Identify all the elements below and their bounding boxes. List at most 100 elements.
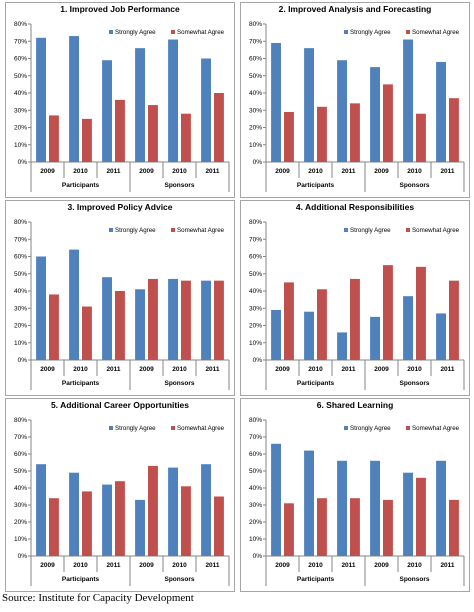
x-tick-label: 2009	[40, 366, 55, 373]
bar-somewhat-agree	[214, 496, 224, 556]
x-tick-label: 2009	[275, 562, 290, 569]
bar-strongly-agree	[304, 48, 314, 162]
bar-somewhat-agree	[284, 111, 294, 162]
y-tick-label: 10%	[14, 536, 27, 543]
legend-swatch	[344, 30, 348, 34]
y-tick-label: 20%	[249, 519, 262, 526]
bar-strongly-agree	[337, 60, 347, 162]
y-tick-label: 20%	[14, 519, 27, 526]
x-tick-label: 2009	[374, 562, 389, 569]
x-tick-label: 2009	[40, 562, 55, 569]
y-tick-label: 30%	[14, 107, 27, 114]
x-tick-label: 2011	[106, 168, 120, 175]
x-tick-label: 2011	[106, 562, 120, 569]
x-tick-label: 2009	[40, 168, 55, 175]
y-tick-label: 0%	[18, 357, 28, 364]
x-tick-label: 2010	[407, 366, 422, 373]
bar-strongly-agree	[370, 67, 380, 162]
bar-strongly-agree	[436, 61, 446, 163]
bar-somewhat-agree	[449, 98, 459, 162]
x-tick-label: 2009	[139, 562, 154, 569]
charts-grid: 1. Improved Job Performance 0% 10% 20% 30% 40…	[5, 2, 470, 592]
y-tick-label: 0%	[18, 553, 28, 560]
x-tick-label: 2011	[205, 366, 219, 373]
bar-strongly-agree	[69, 249, 79, 360]
bar-somewhat-agree	[214, 280, 224, 360]
y-tick-label: 20%	[14, 323, 27, 330]
bar-strongly-agree	[201, 280, 211, 360]
legend-swatch	[171, 30, 175, 34]
y-tick-label: 40%	[249, 485, 262, 492]
group-label: Participants	[297, 380, 335, 387]
y-tick-label: 80%	[249, 219, 262, 226]
y-tick-label: 0%	[253, 357, 263, 364]
bar-strongly-agree	[271, 443, 281, 556]
bar-somewhat-agree	[82, 491, 92, 556]
bar-somewhat-agree	[82, 118, 92, 162]
bar-somewhat-agree	[416, 266, 426, 360]
chart-2: 2. Improved Analysis and Forecasting 0% 10…	[240, 2, 470, 198]
bar-strongly-agree	[201, 58, 211, 162]
bar-somewhat-agree	[115, 481, 125, 556]
legend-swatch	[171, 426, 175, 430]
group-label: Participants	[62, 576, 100, 583]
legend-swatch	[109, 426, 113, 430]
bar-somewhat-agree	[350, 498, 360, 556]
bar-somewhat-agree	[214, 93, 224, 162]
bar-somewhat-agree	[449, 280, 459, 360]
bar-strongly-agree	[337, 332, 347, 360]
x-tick-label: 2010	[73, 562, 88, 569]
x-tick-label: 2011	[440, 366, 454, 373]
bar-somewhat-agree	[350, 278, 360, 360]
bar-somewhat-agree	[284, 282, 294, 360]
bar-somewhat-agree	[148, 105, 158, 162]
y-tick-label: 40%	[14, 288, 27, 295]
source-note: Source: Institute for Capacity Developme…	[2, 592, 194, 604]
legend-swatch	[171, 228, 175, 232]
chart-1: 1. Improved Job Performance 0% 10% 20% 30% 40…	[5, 2, 235, 198]
bar-strongly-agree	[168, 467, 178, 556]
y-tick-label: 80%	[249, 417, 262, 424]
y-tick-label: 80%	[249, 21, 262, 28]
legend-label: Somewhat Agree	[412, 29, 460, 36]
bar-somewhat-agree	[350, 103, 360, 162]
x-tick-label: 2010	[73, 366, 88, 373]
group-label: Participants	[297, 182, 335, 189]
legend-label: Strongly Agree	[115, 227, 156, 234]
y-tick-label: 50%	[14, 73, 27, 80]
x-tick-label: 2009	[275, 366, 290, 373]
y-tick-label: 20%	[249, 125, 262, 132]
bar-strongly-agree	[102, 277, 112, 360]
y-tick-label: 60%	[249, 254, 262, 261]
bar-strongly-agree	[304, 450, 314, 556]
x-tick-label: 2010	[172, 168, 187, 175]
bar-somewhat-agree	[148, 465, 158, 556]
bar-somewhat-agree	[115, 291, 125, 360]
bar-strongly-agree	[403, 472, 413, 556]
chart-title: 4. Additional Responsibilities	[296, 202, 415, 212]
bar-somewhat-agree	[181, 113, 191, 162]
y-tick-label: 20%	[14, 125, 27, 132]
legend-label: Somewhat Agree	[177, 425, 225, 432]
legend-label: Somewhat Agree	[412, 425, 460, 432]
y-tick-label: 40%	[14, 485, 27, 492]
y-tick-label: 50%	[14, 271, 27, 278]
bar-somewhat-agree	[317, 106, 327, 162]
y-tick-label: 70%	[14, 236, 27, 243]
legend-swatch	[109, 30, 113, 34]
x-tick-label: 2011	[341, 168, 355, 175]
y-tick-label: 70%	[249, 236, 262, 243]
y-tick-label: 30%	[14, 305, 27, 312]
legend-swatch	[344, 426, 348, 430]
legend-label: Somewhat Agree	[177, 227, 225, 234]
legend-label: Strongly Agree	[350, 29, 391, 36]
bar-somewhat-agree	[49, 498, 59, 556]
legend-label: Strongly Agree	[350, 425, 391, 432]
y-tick-label: 30%	[249, 107, 262, 114]
bar-somewhat-agree	[181, 486, 191, 556]
x-tick-label: 2011	[205, 562, 219, 569]
bar-strongly-agree	[337, 460, 347, 556]
x-tick-label: 2010	[172, 562, 187, 569]
legend-swatch	[406, 30, 410, 34]
y-tick-label: 0%	[253, 159, 263, 166]
